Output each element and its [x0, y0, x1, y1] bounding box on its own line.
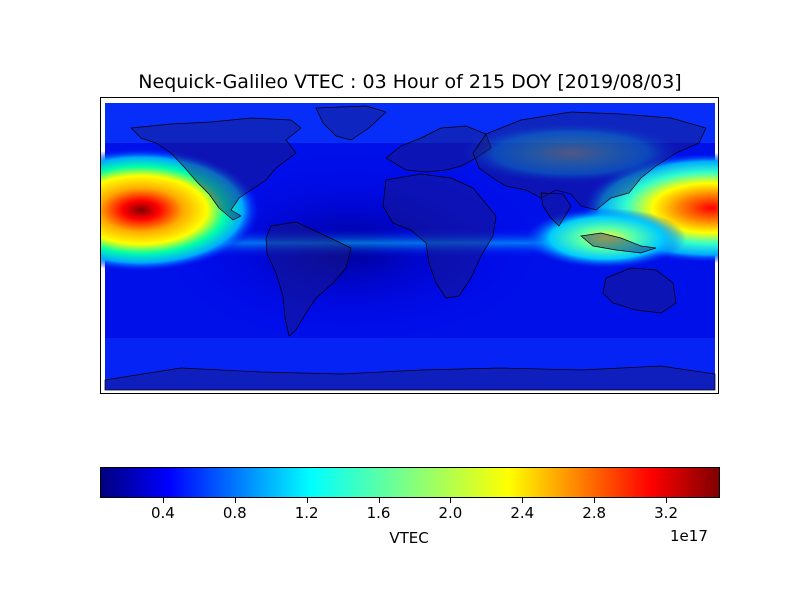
colorbar-tick-label: 2.8 — [582, 504, 607, 522]
colorbar-tick — [306, 498, 308, 503]
colorbar — [100, 467, 720, 498]
colorbar-tick-label: 0.8 — [222, 504, 247, 522]
colorbar-gradient — [101, 468, 719, 497]
chart-title: Nequick-Galileo VTEC : 03 Hour of 215 DO… — [138, 71, 682, 93]
north-america — [130, 117, 302, 221]
colorbar-tick-label: 1.2 — [294, 504, 319, 522]
colorbar-tick — [450, 498, 452, 503]
asia — [472, 111, 707, 211]
map-frame — [21, 97, 800, 394]
colorbar-tick — [234, 498, 236, 503]
australia — [602, 267, 677, 314]
colorbar-tick — [666, 498, 668, 503]
antarctica — [104, 365, 716, 391]
colorbar-tick — [162, 498, 164, 503]
colorbar-tick — [522, 498, 524, 503]
greenland — [315, 105, 387, 141]
hotspot-asia-north — [461, 123, 681, 183]
colorbar-label: VTEC — [389, 529, 429, 547]
europe — [385, 125, 492, 173]
colorbar-multiplier: 1e17 — [670, 527, 708, 545]
hotspot-indonesia — [526, 208, 686, 268]
colorbar-tick-label: 3.2 — [654, 504, 678, 522]
south-america — [265, 221, 352, 337]
vtec-map — [21, 103, 800, 391]
colorbar-tick-label: 0.4 — [150, 504, 175, 522]
africa — [382, 173, 497, 299]
india — [540, 192, 572, 227]
colorbar-tick-label: 2.0 — [438, 504, 463, 522]
colorbar-tick-label: 2.4 — [510, 504, 535, 522]
continents — [104, 105, 716, 391]
colorbar-tick — [378, 498, 380, 503]
colorbar-tick — [594, 498, 596, 503]
polar-south-band — [105, 338, 715, 390]
indonesia — [580, 232, 657, 254]
colorbar-tick-label: 1.6 — [366, 504, 391, 522]
